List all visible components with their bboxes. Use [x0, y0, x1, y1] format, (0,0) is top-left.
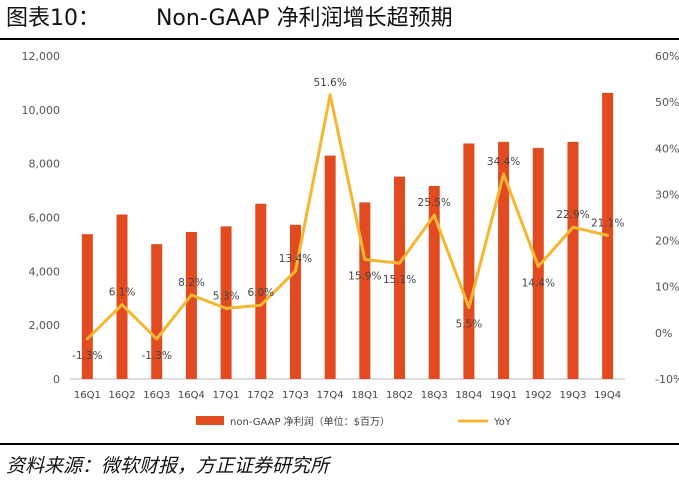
yoy-data-labels: -1.3% 6.1% -1.3% 8.2% 5.3% 6.0% 13.4% 51.6% 15.9… — [72, 77, 624, 362]
yoy-point — [536, 264, 540, 268]
yoy-data-label: 15.1% — [383, 274, 416, 286]
yoy-data-label: 6.0% — [247, 287, 274, 299]
yoy-data-label: 5.3% — [213, 290, 240, 302]
yoy-data-label: 22.9% — [556, 209, 589, 221]
legend-label-bar: non-GAAP 净利润（单位：$百万） — [230, 415, 390, 428]
left-tick-label: 0 — [53, 373, 60, 386]
x-tick-label: 19Q4 — [594, 390, 621, 401]
yoy-line — [86, 93, 609, 341]
bottom-rule — [0, 443, 679, 445]
x-tick-label: 17Q4 — [317, 390, 344, 401]
x-tick-label: 18Q2 — [386, 390, 413, 401]
yoy-data-label: 21.1% — [591, 217, 624, 229]
bar — [220, 226, 232, 379]
bar — [463, 143, 475, 379]
yoy-data-label: 25.5% — [418, 197, 451, 209]
yoy-point — [85, 337, 89, 341]
x-tick-label: 19Q2 — [525, 390, 552, 401]
yoy-point — [363, 257, 367, 261]
figure-title: 图表10： Non-GAAP 净利润增长超预期 — [6, 6, 453, 31]
right-tick-label: 60% — [655, 50, 679, 63]
right-axis-ticks: -10% 0% 10% 20% 30% 40% 50% 60% — [655, 50, 679, 386]
x-tick-label: 18Q1 — [351, 390, 378, 401]
yoy-point — [224, 306, 228, 310]
yoy-data-label: 13.4% — [279, 253, 312, 265]
yoy-point — [571, 225, 575, 229]
right-tick-label: 20% — [655, 235, 679, 248]
yoy-data-label: 51.6% — [313, 77, 346, 89]
bar — [151, 244, 163, 379]
yoy-data-label: 5.5% — [456, 318, 483, 330]
x-tick-label: 16Q4 — [178, 390, 205, 401]
yoy-data-label: 14.4% — [522, 277, 555, 289]
x-tick-label: 19Q3 — [559, 390, 586, 401]
yoy-point — [502, 172, 506, 176]
x-tick-label: 18Q3 — [421, 390, 448, 401]
x-tick-label: 17Q3 — [282, 390, 309, 401]
yoy-data-label: 15.9% — [348, 270, 381, 282]
x-tick-label: 19Q1 — [490, 390, 517, 401]
yoy-point — [398, 261, 402, 265]
x-tick-label: 16Q3 — [143, 390, 170, 401]
left-tick-label: 6,000 — [29, 212, 61, 225]
yoy-point — [293, 269, 297, 273]
bar — [255, 203, 267, 379]
bar — [498, 141, 510, 379]
x-tick-label: 16Q2 — [109, 390, 136, 401]
x-tick-label: 16Q1 — [74, 390, 101, 401]
right-tick-label: 0% — [655, 327, 672, 340]
yoy-data-label: -1.3% — [141, 350, 171, 362]
left-tick-label: 4,000 — [29, 265, 61, 278]
bar — [185, 232, 197, 379]
yoy-point — [328, 93, 332, 97]
left-axis-ticks: 0 2,000 4,000 6,000 8,000 10,000 12,000 — [22, 50, 61, 386]
bar — [428, 186, 440, 379]
bar — [116, 214, 128, 379]
right-tick-label: 40% — [655, 142, 679, 155]
left-tick-label: 12,000 — [22, 50, 61, 63]
x-axis-ticks: 16Q1 16Q2 16Q3 16Q4 17Q1 17Q2 17Q3 17Q4 18Q1 18Q2… — [74, 390, 621, 401]
bar — [359, 202, 371, 379]
yoy-point — [120, 303, 124, 307]
right-tick-label: 50% — [655, 96, 679, 109]
legend-label-line: YoY — [493, 417, 512, 428]
right-tick-label: -10% — [655, 373, 679, 386]
left-tick-label: 2,000 — [29, 319, 61, 332]
yoy-data-label: -1.3% — [72, 350, 102, 362]
yoy-data-label: 8.2% — [178, 277, 205, 289]
bar — [81, 234, 93, 379]
yoy-point — [189, 293, 193, 297]
source-note: 资料来源：微软财报，方正证券研究所 — [6, 455, 330, 477]
yoy-point — [432, 213, 436, 217]
yoy-data-label: 34.4% — [487, 156, 520, 168]
yoy-point — [606, 233, 610, 237]
legend-swatch-bar — [196, 416, 224, 425]
yoy-point — [259, 303, 263, 307]
bar-series — [81, 92, 614, 380]
top-rule — [0, 38, 679, 40]
yoy-data-label: 6.1% — [109, 287, 136, 299]
left-tick-label: 8,000 — [29, 158, 61, 171]
x-tick-label: 17Q1 — [213, 390, 240, 401]
right-tick-label: 10% — [655, 281, 679, 294]
right-tick-label: 30% — [655, 188, 679, 201]
bar — [289, 224, 301, 379]
yoy-point — [155, 337, 159, 341]
yoy-line-series — [85, 93, 610, 341]
x-tick-label: 17Q2 — [247, 390, 274, 401]
bar — [324, 155, 336, 379]
bar — [567, 141, 579, 379]
chart: 0 2,000 4,000 6,000 8,000 10,000 12,000 -10% 0%… — [22, 50, 679, 428]
x-tick-label: 18Q4 — [455, 390, 482, 401]
yoy-point — [467, 305, 471, 309]
bar — [394, 176, 406, 379]
left-tick-label: 10,000 — [22, 104, 61, 117]
legend: non-GAAP 净利润（单位：$百万） YoY — [196, 415, 512, 428]
